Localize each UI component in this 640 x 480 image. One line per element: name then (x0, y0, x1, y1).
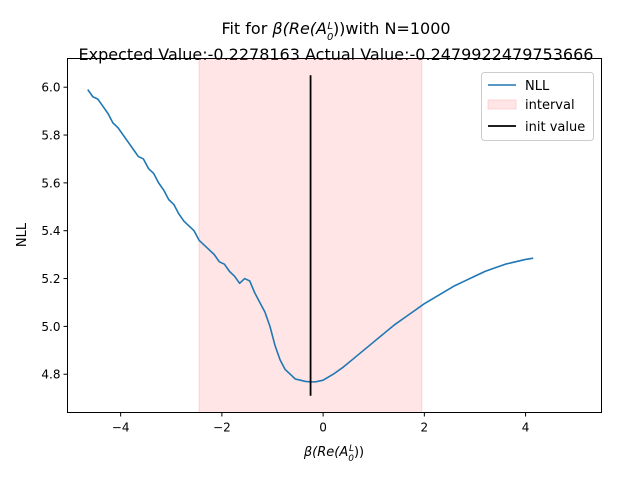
series-layer (87, 89, 534, 383)
legend: NLL interval init value (481, 72, 594, 141)
x-tick-label: 2 (421, 421, 429, 435)
y-tick-label: 4.8 (41, 368, 60, 382)
legend-interval-swatch (487, 99, 517, 110)
y-tick-label: 5.4 (41, 224, 60, 238)
y-tick-label: 5.6 (41, 176, 60, 190)
chart-title-line-1: Fit for β(Re(A0L))with N=1000 (221, 19, 450, 43)
legend-interval-label: interval (525, 98, 575, 113)
legend-nll-label: NLL (525, 79, 550, 94)
chart-title-line-2: Expected Value:-0.2278163 Actual Value:-… (79, 45, 594, 64)
x-axis-label: β(Re(A0L)) (303, 444, 364, 464)
x-axis-ticks: −4 −2 0 2 4 (112, 412, 530, 435)
y-axis-ticks: 4.8 5.0 5.2 5.4 5.6 5.8 6.0 (41, 81, 68, 382)
legend-init-label: init value (525, 120, 585, 135)
plot-frame (67, 58, 602, 413)
x-tick-label: 0 (319, 421, 327, 435)
y-tick-label: 6.0 (41, 81, 60, 95)
y-tick-label: 5.2 (41, 272, 60, 286)
x-tick-label: 4 (522, 421, 530, 435)
series-line-nll (87, 89, 534, 383)
y-axis-label: NLL (15, 222, 30, 247)
y-tick-label: 5.8 (41, 129, 60, 143)
legend-frame (481, 72, 594, 141)
x-tick-label: −4 (112, 421, 130, 435)
y-tick-label: 5.0 (41, 320, 60, 334)
x-tick-label: −2 (213, 421, 231, 435)
